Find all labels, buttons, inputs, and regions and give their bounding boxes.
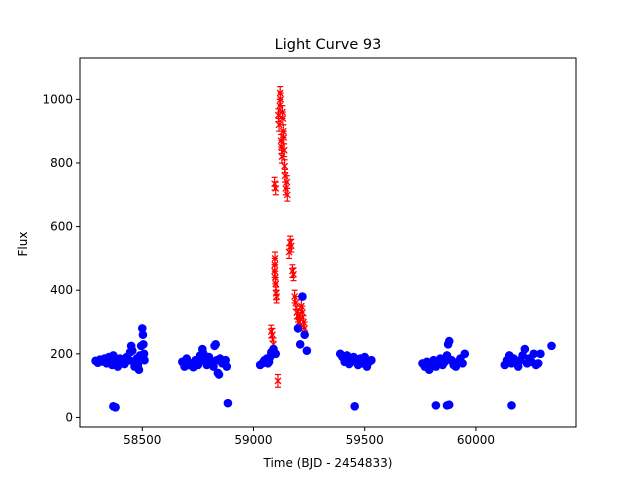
data-point-blue — [295, 339, 305, 349]
data-point-blue — [302, 346, 312, 355]
x-axis-label: Time (BJD - 2454833) — [263, 456, 393, 470]
x-marker-stroke — [287, 242, 295, 250]
data-point-blue — [127, 346, 137, 355]
data-point-blue — [211, 339, 220, 349]
data-point-blue — [444, 336, 454, 346]
data-point-blue — [458, 359, 467, 368]
y-axis-label: Flux — [16, 232, 30, 257]
x-marker-stroke — [277, 95, 285, 103]
data-point-blue — [271, 349, 281, 359]
data-point-red — [272, 181, 280, 196]
data-point-red — [268, 327, 276, 342]
data-point-blue — [536, 349, 545, 359]
x-marker-stroke — [280, 146, 288, 154]
data-point-blue — [460, 349, 470, 359]
data-point-blue — [134, 365, 144, 375]
data-point-blue — [137, 324, 147, 333]
x-marker-stroke — [288, 267, 296, 275]
data-point-blue — [138, 330, 148, 340]
x-marker-stroke — [293, 309, 301, 316]
x-marker-stroke — [280, 134, 288, 141]
y-tick-label: 0 — [65, 410, 73, 424]
x-marker-stroke — [271, 254, 279, 262]
y-tick-label: 600 — [50, 220, 73, 234]
x-marker-stroke — [298, 309, 306, 316]
y-tick-label: 1000 — [42, 92, 73, 106]
data-point-blue — [507, 401, 516, 410]
data-point-blue — [139, 339, 148, 349]
data-point-red — [273, 289, 281, 304]
data-point-red — [280, 143, 288, 158]
x-marker-stroke — [292, 299, 300, 307]
data-point-blue — [214, 370, 224, 379]
x-marker-stroke — [279, 114, 287, 122]
data-point-blue — [139, 349, 149, 359]
axes: 58500 59000 59500 60000 0 200 400 600 800 1000 — [42, 57, 577, 447]
y-tick-label: 200 — [50, 347, 73, 361]
data-point-blue — [293, 324, 303, 333]
data-point-blue — [367, 355, 376, 365]
data-point-red — [274, 373, 282, 388]
x-tick-label: 59000 — [234, 433, 272, 447]
plot-area — [91, 86, 556, 412]
data-point-blue — [533, 359, 543, 368]
data-point-blue — [350, 402, 359, 411]
data-point-blue — [298, 292, 307, 301]
data-point-blue — [221, 355, 230, 365]
chart-title: Light Curve 93 — [275, 37, 382, 53]
x-marker-stroke — [281, 162, 289, 170]
data-point-red — [287, 238, 295, 253]
data-point-blue — [300, 330, 309, 340]
data-point-blue — [444, 400, 454, 410]
data-point-blue — [223, 398, 233, 408]
x-tick-label: 60000 — [457, 433, 495, 447]
data-point-red — [298, 305, 306, 320]
y-tick-label: 800 — [50, 156, 73, 170]
x-tick-label: 59500 — [346, 433, 384, 447]
x-marker-stroke — [290, 270, 297, 278]
x-marker-stroke — [267, 328, 275, 336]
plot-frame — [79, 57, 577, 428]
x-marker-stroke — [301, 324, 309, 332]
x-marker-stroke — [268, 331, 276, 339]
x-tick-label: 58500 — [123, 433, 161, 447]
data-point-blue — [520, 344, 530, 354]
data-point-red — [271, 251, 279, 266]
data-point-blue — [431, 401, 441, 410]
x-marker-stroke — [275, 121, 283, 129]
data-point-blue — [111, 402, 120, 412]
data-point-blue — [222, 362, 232, 371]
x-marker-stroke — [272, 184, 280, 192]
data-point-red — [275, 117, 283, 132]
data-point-blue — [209, 362, 218, 371]
data-point-red — [283, 187, 291, 202]
data-point-blue — [529, 349, 539, 359]
data-point-blue — [140, 355, 149, 365]
x-marker-stroke — [274, 377, 282, 385]
x-marker-stroke — [286, 239, 294, 246]
y-tick-label: 400 — [50, 283, 73, 297]
x-marker-stroke — [283, 178, 291, 186]
data-point-blue — [547, 341, 556, 351]
x-marker-stroke — [273, 293, 281, 301]
x-marker-stroke — [272, 280, 280, 288]
data-point-red — [290, 267, 297, 282]
x-marker-stroke — [283, 191, 291, 199]
